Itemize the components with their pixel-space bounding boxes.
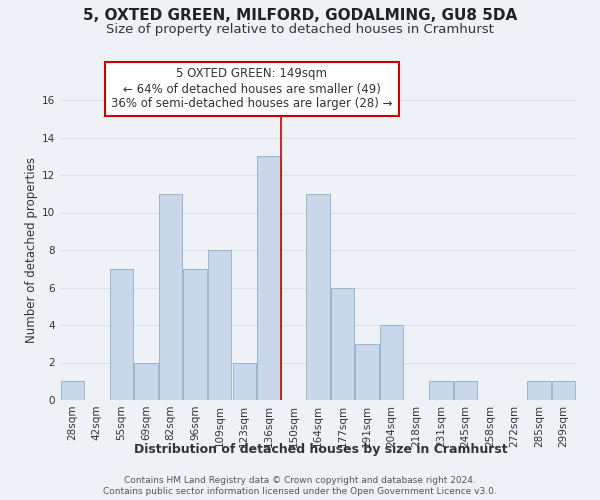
Text: 5 OXTED GREEN: 149sqm
← 64% of detached houses are smaller (49)
36% of semi-deta: 5 OXTED GREEN: 149sqm ← 64% of detached … [111,68,393,110]
Bar [233,362,256,400]
Text: Contains public sector information licensed under the Open Government Licence v3: Contains public sector information licen… [103,488,497,496]
Bar [307,194,329,400]
Bar [134,362,158,400]
Y-axis label: Number of detached properties: Number of detached properties [25,157,38,343]
Bar [527,381,551,400]
Bar [552,381,575,400]
Bar [257,156,281,400]
Bar [429,381,452,400]
Bar [380,325,403,400]
Bar [208,250,232,400]
Text: Size of property relative to detached houses in Cramhurst: Size of property relative to detached ho… [106,24,494,36]
Bar [184,269,207,400]
Bar [331,288,354,400]
Text: 5, OXTED GREEN, MILFORD, GODALMING, GU8 5DA: 5, OXTED GREEN, MILFORD, GODALMING, GU8 … [83,8,517,22]
Bar [61,381,84,400]
Bar [454,381,477,400]
Bar [159,194,182,400]
Bar [355,344,379,400]
Text: Contains HM Land Registry data © Crown copyright and database right 2024.: Contains HM Land Registry data © Crown c… [124,476,476,485]
Text: Distribution of detached houses by size in Cramhurst: Distribution of detached houses by size … [134,442,508,456]
Bar [110,269,133,400]
